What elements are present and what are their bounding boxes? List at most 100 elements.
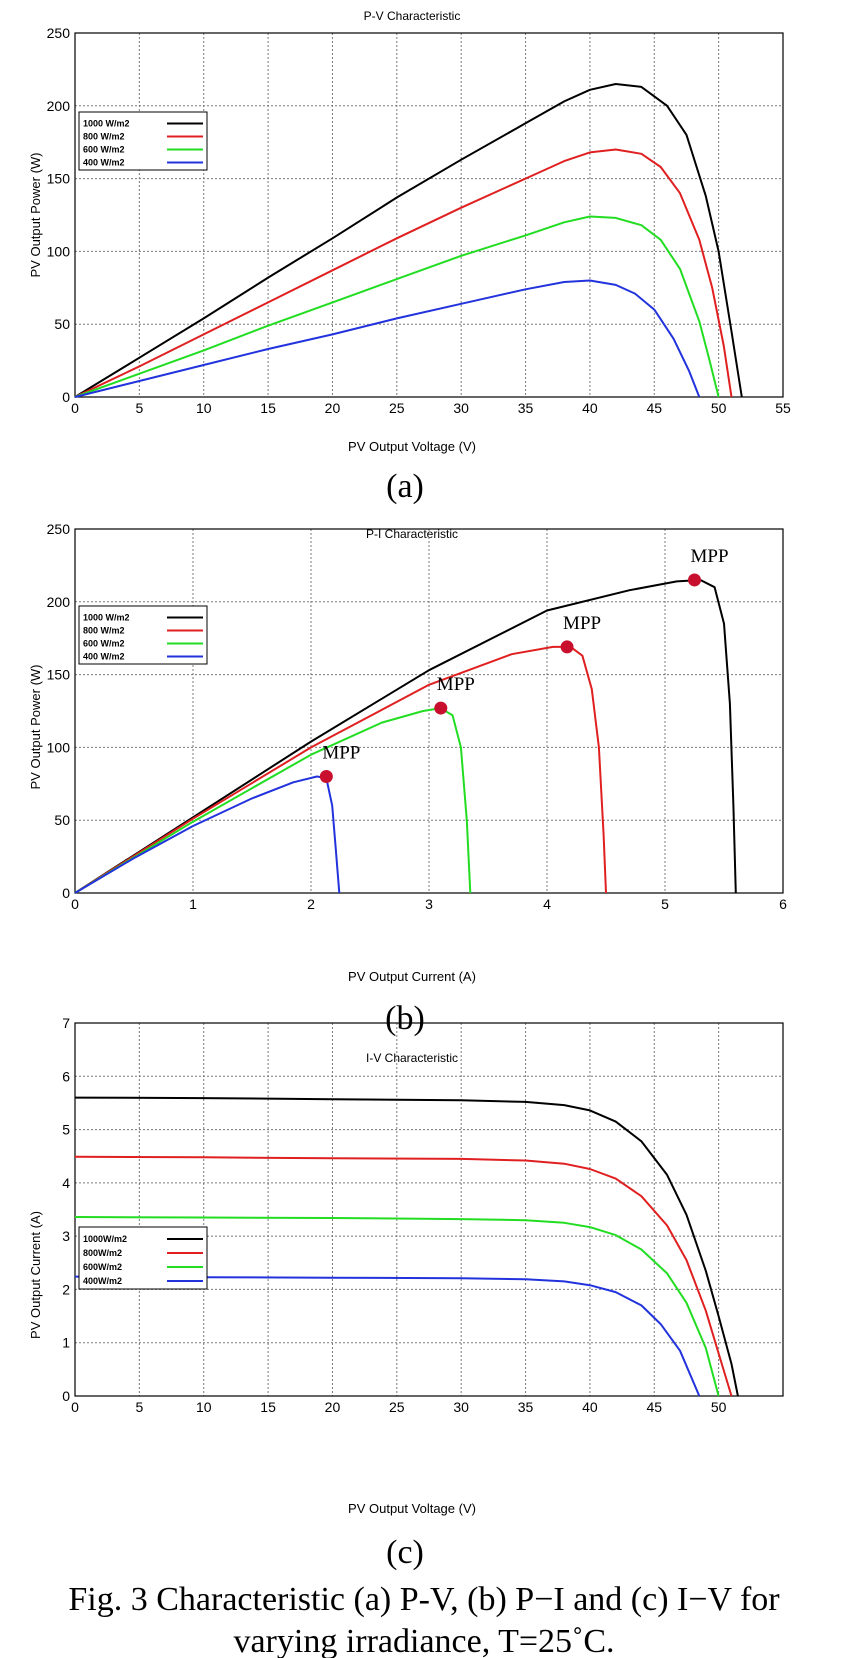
x-tick-label: 5 <box>135 1399 143 1415</box>
mpp-marker <box>434 701 448 715</box>
legend-label: 600 W/m2 <box>83 639 125 649</box>
x-tick-label: 35 <box>518 400 534 416</box>
x-tick-label: 30 <box>453 400 469 416</box>
x-tick-label: 50 <box>711 1399 727 1415</box>
figure-caption-line-1: Fig. 3 Characteristic (a) P-V, (b) P−I a… <box>68 1581 780 1618</box>
legend-label: 1000 W/m2 <box>83 613 130 623</box>
chart-title: P-V Characteristic <box>364 9 461 23</box>
x-tick-label: 15 <box>260 1399 276 1415</box>
plot-frame <box>74 32 784 398</box>
y-tick-label: 6 <box>62 1068 70 1084</box>
x-tick-label: 4 <box>543 896 551 912</box>
y-axis-label: PV Output Power (W) <box>28 665 43 790</box>
x-tick-label: 5 <box>661 896 669 912</box>
y-tick-label: 150 <box>47 667 71 683</box>
y-tick-label: 100 <box>47 739 71 755</box>
chart-pv: P-V Characteristic PV Output Voltage (V)… <box>28 9 791 505</box>
legend-label: 800 W/m2 <box>83 626 125 636</box>
chart-title: P-I Characteristic <box>366 527 458 541</box>
legend-label: 1000 W/m2 <box>83 119 130 129</box>
series-line <box>74 1275 701 1397</box>
series-line <box>74 279 701 398</box>
series-line <box>74 148 733 398</box>
chart-iv: I-V Characteristic PV Output Voltage (V)… <box>28 1015 784 1571</box>
y-tick-label: 50 <box>54 316 70 332</box>
y-tick-label: 200 <box>47 98 71 114</box>
series-line <box>74 1096 739 1397</box>
x-tick-label: 50 <box>711 400 727 416</box>
panel-label: (a) <box>386 468 424 505</box>
legend-box <box>78 111 208 171</box>
x-tick-label: 6 <box>779 896 787 912</box>
x-tick-label: 5 <box>135 400 143 416</box>
mpp-marker <box>319 770 333 784</box>
x-tick-label: 15 <box>260 400 276 416</box>
y-tick-label: 150 <box>47 171 71 187</box>
x-tick-label: 40 <box>582 400 598 416</box>
x-tick-label: 2 <box>307 896 315 912</box>
x-tick-label: 45 <box>646 1399 662 1415</box>
x-axis-label: PV Output Voltage (V) <box>348 439 476 454</box>
x-tick-label: 1 <box>189 896 197 912</box>
x-tick-label: 10 <box>196 400 212 416</box>
mpp-annotation: MPP <box>691 546 729 567</box>
plot-frame <box>74 1022 784 1397</box>
series-line <box>74 645 607 894</box>
figure-caption-line-2: varying irradiance, T=25˚C. <box>233 1623 614 1658</box>
y-tick-label: 0 <box>62 389 70 405</box>
y-tick-label: 50 <box>54 812 70 828</box>
legend-label: 400 W/m2 <box>83 158 125 168</box>
x-tick-label: 25 <box>389 400 405 416</box>
y-tick-label: 0 <box>62 1388 70 1404</box>
x-tick-label: 0 <box>71 1399 79 1415</box>
x-tick-label: 20 <box>325 1399 341 1415</box>
x-tick-label: 35 <box>518 1399 534 1415</box>
y-tick-label: 200 <box>47 594 71 610</box>
y-tick-label: 0 <box>62 885 70 901</box>
series-line <box>74 707 472 894</box>
panel-label: (c) <box>386 1534 424 1571</box>
y-tick-label: 250 <box>47 521 71 537</box>
mpp-annotation: MPP <box>563 613 601 634</box>
y-tick-label: 7 <box>62 1015 70 1031</box>
mpp-annotation: MPP <box>437 674 475 695</box>
x-tick-label: 20 <box>325 400 341 416</box>
y-tick-label: 2 <box>62 1281 70 1297</box>
y-axis-label: PV Output Current (A) <box>28 1211 43 1339</box>
y-tick-label: 250 <box>47 25 71 41</box>
x-axis-label: PV Output Voltage (V) <box>348 1501 476 1516</box>
panel-label: (b) <box>385 1000 425 1037</box>
series-line <box>74 1216 720 1397</box>
x-tick-label: 3 <box>425 896 433 912</box>
x-tick-label: 25 <box>389 1399 405 1415</box>
legend-label: 600 W/m2 <box>83 145 125 155</box>
mpp-marker <box>688 573 701 587</box>
plot-frame <box>74 528 784 894</box>
chart-title: I-V Characteristic <box>366 1051 458 1065</box>
x-tick-label: 55 <box>775 400 791 416</box>
legend-label: 1000W/m2 <box>83 1234 127 1244</box>
legend-label: 800W/m2 <box>83 1248 122 1258</box>
x-tick-label: 10 <box>196 1399 212 1415</box>
x-axis-label: PV Output Current (A) <box>348 969 476 984</box>
legend-box <box>78 1226 208 1290</box>
legend-label: 400 W/m2 <box>83 652 125 662</box>
x-tick-label: 0 <box>71 896 79 912</box>
mpp-annotation: MPP <box>322 743 360 764</box>
y-tick-label: 100 <box>47 243 71 259</box>
series-line <box>74 579 737 894</box>
legend-box <box>78 605 208 665</box>
y-axis-label: PV Output Power (W) <box>28 153 43 278</box>
x-tick-label: 45 <box>646 400 662 416</box>
legend-label: 600W/m2 <box>83 1262 122 1272</box>
mpp-marker <box>560 640 574 654</box>
series-line <box>74 775 341 894</box>
y-tick-label: 1 <box>62 1335 70 1351</box>
y-tick-label: 4 <box>62 1175 70 1191</box>
legend-label: 400W/m2 <box>83 1276 122 1286</box>
x-tick-label: 40 <box>582 1399 598 1415</box>
y-tick-label: 3 <box>62 1228 70 1244</box>
x-tick-label: 0 <box>71 400 79 416</box>
legend-label: 800 W/m2 <box>83 132 125 142</box>
